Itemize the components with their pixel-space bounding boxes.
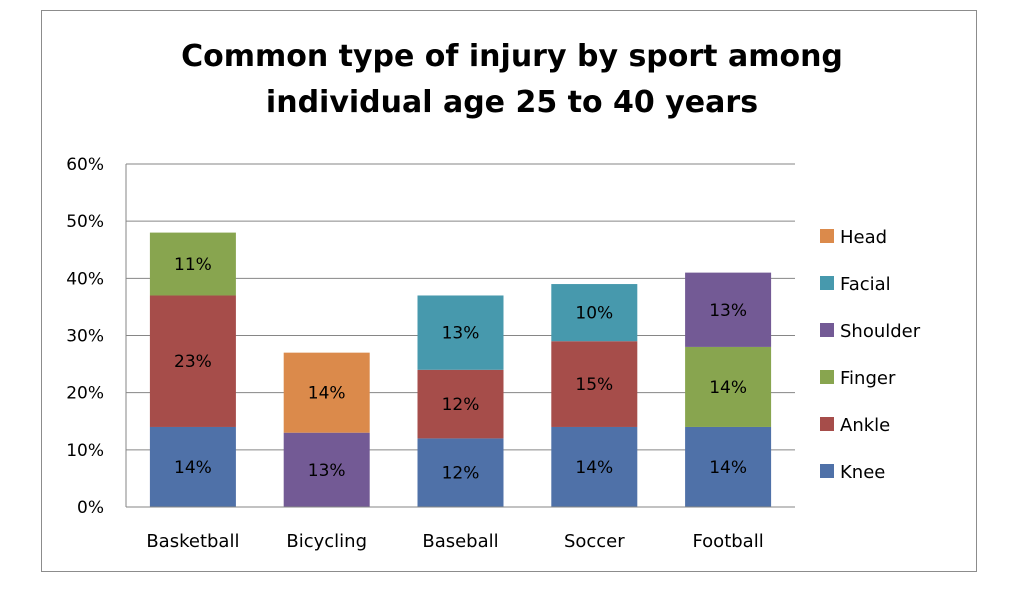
y-tick-label: 20% — [66, 384, 104, 404]
data-label: 13% — [308, 461, 346, 481]
x-category-label: Football — [692, 531, 763, 552]
legend-label: Facial — [840, 274, 891, 295]
bar-segment — [149, 426, 236, 507]
y-tick-label: 60% — [66, 155, 104, 175]
legend-label: Head — [840, 227, 887, 248]
y-tick-label: 0% — [77, 498, 104, 518]
bar-segment — [685, 272, 772, 347]
bar-segment — [685, 426, 772, 507]
data-label: 11% — [174, 255, 212, 275]
legend-swatch — [820, 370, 834, 384]
data-label: 15% — [575, 375, 613, 395]
bar-segment — [149, 295, 236, 427]
x-category-label: Baseball — [422, 531, 498, 552]
data-label: 12% — [442, 395, 480, 415]
y-tick-label: 10% — [66, 441, 104, 461]
chart-title: Common type of injury by sport among ind… — [0, 34, 1024, 126]
bar-segment — [551, 426, 638, 507]
y-tick-label: 30% — [66, 327, 104, 347]
bar-segment — [149, 232, 236, 296]
data-label: 14% — [308, 384, 346, 404]
data-label: 14% — [709, 378, 747, 398]
data-label: 10% — [575, 304, 613, 324]
bar-segment — [283, 352, 370, 433]
legend-label: Knee — [840, 462, 885, 483]
x-category-label: Bicycling — [286, 531, 367, 552]
chart-title-line-2: individual age 25 to 40 years — [265, 85, 759, 120]
x-category-label: Soccer — [564, 531, 625, 552]
bar-segment — [417, 438, 504, 507]
chart-title-line-1: Common type of injury by sport among — [181, 39, 843, 74]
legend-label: Shoulder — [840, 321, 921, 342]
data-label: 12% — [442, 464, 480, 484]
legend-label: Finger — [840, 368, 896, 389]
bar-segment — [685, 346, 772, 427]
bar-segment — [417, 369, 504, 439]
legend-swatch — [820, 276, 834, 290]
legend-label: Ankle — [840, 415, 890, 436]
data-label: 14% — [174, 458, 212, 478]
y-tick-label: 40% — [66, 269, 104, 289]
y-tick-label: 50% — [66, 212, 104, 232]
legend-swatch — [820, 229, 834, 243]
legend-swatch — [820, 323, 834, 337]
bar-segment — [551, 341, 638, 427]
x-category-label: Basketball — [146, 531, 239, 552]
bar-segment — [551, 284, 638, 342]
data-label: 13% — [709, 301, 747, 321]
bar-segment — [283, 432, 370, 507]
data-label: 14% — [709, 458, 747, 478]
bar-segment — [417, 295, 504, 370]
legend-swatch — [820, 417, 834, 431]
legend-swatch — [820, 464, 834, 478]
data-label: 14% — [575, 458, 613, 478]
data-label: 13% — [442, 324, 480, 344]
data-label: 23% — [174, 352, 212, 372]
